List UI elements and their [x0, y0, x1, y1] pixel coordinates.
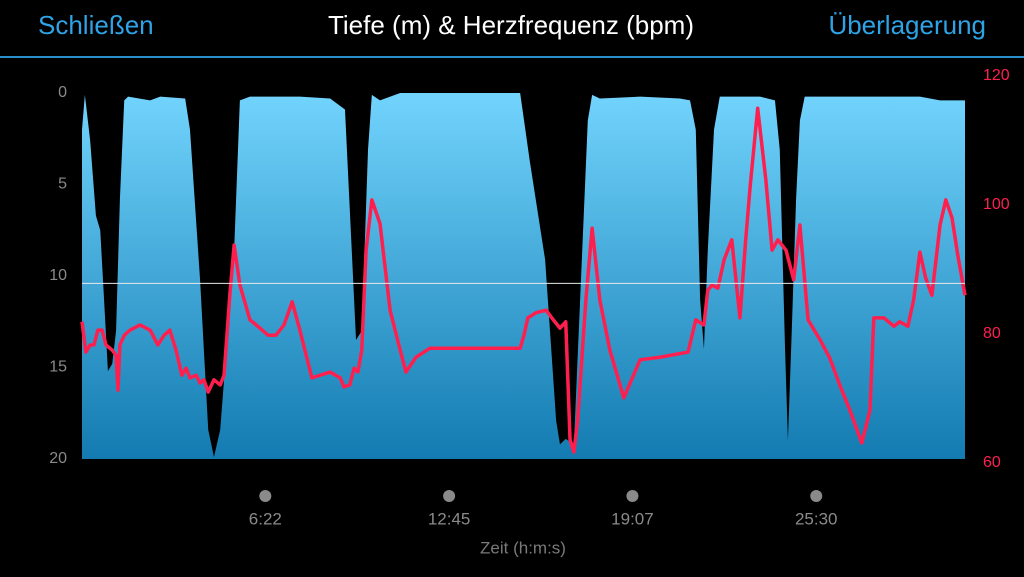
x-tick-dot [443, 490, 456, 502]
heart-rate-line [80, 106, 967, 454]
y2-tick-label: 60 [983, 454, 1001, 471]
overlay-button[interactable]: Überlagerung [828, 10, 986, 40]
y2-tick-label: 120 [983, 67, 1010, 84]
x-tick-dot [626, 490, 639, 502]
y2-tick-label: 100 [983, 196, 1010, 213]
y-tick-label: 10 [49, 267, 67, 284]
y-tick-label: 20 [49, 450, 67, 467]
x-tick-label: 12:45 [428, 509, 471, 528]
x-tick-dot [810, 490, 823, 502]
x-tick-label: 25:30 [795, 509, 838, 528]
x-tick-label: 6:22 [249, 509, 282, 528]
x-tick-label: 19:07 [611, 509, 654, 528]
y-tick-label: 5 [58, 176, 67, 193]
x-axis-title: Zeit (h:m:s) [480, 538, 566, 557]
y-tick-label: 0 [58, 84, 67, 101]
y-tick-label: 15 [49, 359, 67, 376]
depth-area [82, 93, 965, 459]
x-tick-dot [259, 490, 272, 502]
chart-title: Tiefe (m) & Herzfrequenz (bpm) [328, 10, 694, 40]
y2-tick-label: 80 [983, 325, 1001, 342]
close-button[interactable]: Schließen [38, 10, 154, 40]
